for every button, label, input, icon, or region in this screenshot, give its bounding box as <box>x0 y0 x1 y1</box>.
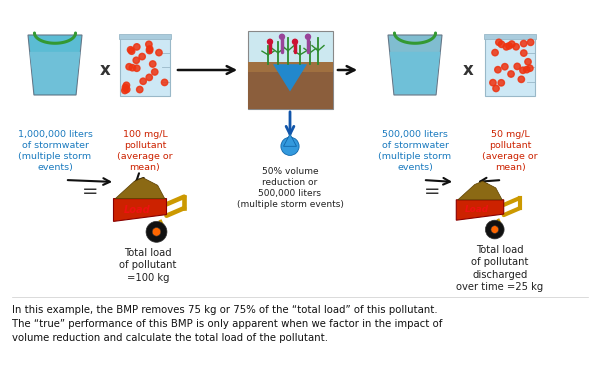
Bar <box>485 38 535 96</box>
Text: volume reduction and calculate the total load of the pollutant.: volume reduction and calculate the total… <box>12 333 328 343</box>
Text: In this example, the BMP removes 75 kg or 75% of the “total load” of this pollut: In this example, the BMP removes 75 kg o… <box>12 305 437 315</box>
Circle shape <box>514 63 520 70</box>
Circle shape <box>124 86 130 92</box>
Circle shape <box>293 39 298 44</box>
Circle shape <box>134 65 140 72</box>
Circle shape <box>524 67 530 73</box>
Polygon shape <box>458 181 502 200</box>
Polygon shape <box>456 200 504 220</box>
Circle shape <box>494 67 501 73</box>
Circle shape <box>122 87 128 94</box>
Polygon shape <box>28 35 82 95</box>
Circle shape <box>139 53 145 60</box>
Text: 500,000 liters
of stormwater
(multiple storm
events): 500,000 liters of stormwater (multiple s… <box>379 130 452 172</box>
Polygon shape <box>284 134 296 146</box>
Circle shape <box>527 65 533 72</box>
Circle shape <box>281 137 299 156</box>
Circle shape <box>146 41 152 48</box>
Circle shape <box>525 58 531 65</box>
Text: Load: Load <box>466 205 490 214</box>
Circle shape <box>152 69 158 75</box>
Bar <box>248 62 332 72</box>
Circle shape <box>146 221 167 242</box>
Text: 1,000,000 liters
of stormwater
(multiple storm
events): 1,000,000 liters of stormwater (multiple… <box>17 130 92 172</box>
Bar <box>248 31 332 109</box>
Circle shape <box>305 34 311 39</box>
Text: =: = <box>424 183 440 202</box>
Polygon shape <box>389 52 440 94</box>
Circle shape <box>498 80 505 86</box>
Circle shape <box>152 228 161 236</box>
Circle shape <box>499 41 505 48</box>
Circle shape <box>508 71 514 77</box>
Polygon shape <box>115 178 165 199</box>
Circle shape <box>491 226 499 233</box>
Circle shape <box>493 85 499 92</box>
Circle shape <box>520 67 526 74</box>
Circle shape <box>122 84 128 91</box>
Text: 50 mg/L
pollutant
(average or
mean): 50 mg/L pollutant (average or mean) <box>482 130 538 172</box>
Polygon shape <box>388 35 442 95</box>
Circle shape <box>133 57 139 63</box>
Circle shape <box>156 50 162 56</box>
Polygon shape <box>29 52 80 94</box>
Circle shape <box>128 48 135 54</box>
Bar <box>120 38 170 96</box>
Polygon shape <box>273 64 307 91</box>
Circle shape <box>521 50 527 56</box>
Circle shape <box>492 50 498 56</box>
Circle shape <box>518 76 524 82</box>
Circle shape <box>134 44 140 50</box>
Circle shape <box>268 39 272 44</box>
Circle shape <box>146 47 153 54</box>
Circle shape <box>509 41 515 47</box>
Circle shape <box>149 61 156 67</box>
Circle shape <box>513 44 519 50</box>
Circle shape <box>146 74 152 80</box>
Text: =: = <box>82 183 98 202</box>
Circle shape <box>496 39 502 46</box>
Circle shape <box>127 46 134 53</box>
Circle shape <box>280 34 284 39</box>
Circle shape <box>161 79 168 86</box>
Text: Load: Load <box>124 205 151 215</box>
Circle shape <box>527 39 534 46</box>
Polygon shape <box>113 199 167 221</box>
Circle shape <box>137 86 143 93</box>
Text: 100 mg/L
pollutant
(average or
mean): 100 mg/L pollutant (average or mean) <box>117 130 173 172</box>
Circle shape <box>146 46 153 52</box>
Text: Total load
of pollutant
discharged
over time =25 kg: Total load of pollutant discharged over … <box>457 245 544 292</box>
Circle shape <box>126 63 133 70</box>
Circle shape <box>520 40 527 47</box>
Text: 50% volume
reduction or
500,000 liters
(multiple storm events): 50% volume reduction or 500,000 liters (… <box>236 167 343 209</box>
Bar <box>248 72 332 109</box>
Text: The “true” performance of this BMP is only apparent when we factor in the impact: The “true” performance of this BMP is on… <box>12 319 442 329</box>
Circle shape <box>140 78 146 84</box>
Bar <box>484 34 536 39</box>
Circle shape <box>502 63 508 70</box>
Bar <box>119 34 171 39</box>
Circle shape <box>506 43 512 49</box>
Text: x: x <box>100 61 110 79</box>
Text: x: x <box>463 61 473 79</box>
Circle shape <box>129 65 136 71</box>
Circle shape <box>490 79 496 86</box>
Circle shape <box>123 82 130 89</box>
Circle shape <box>485 220 504 239</box>
Text: Total load
of pollutant
=100 kg: Total load of pollutant =100 kg <box>119 248 176 283</box>
Circle shape <box>503 44 509 50</box>
